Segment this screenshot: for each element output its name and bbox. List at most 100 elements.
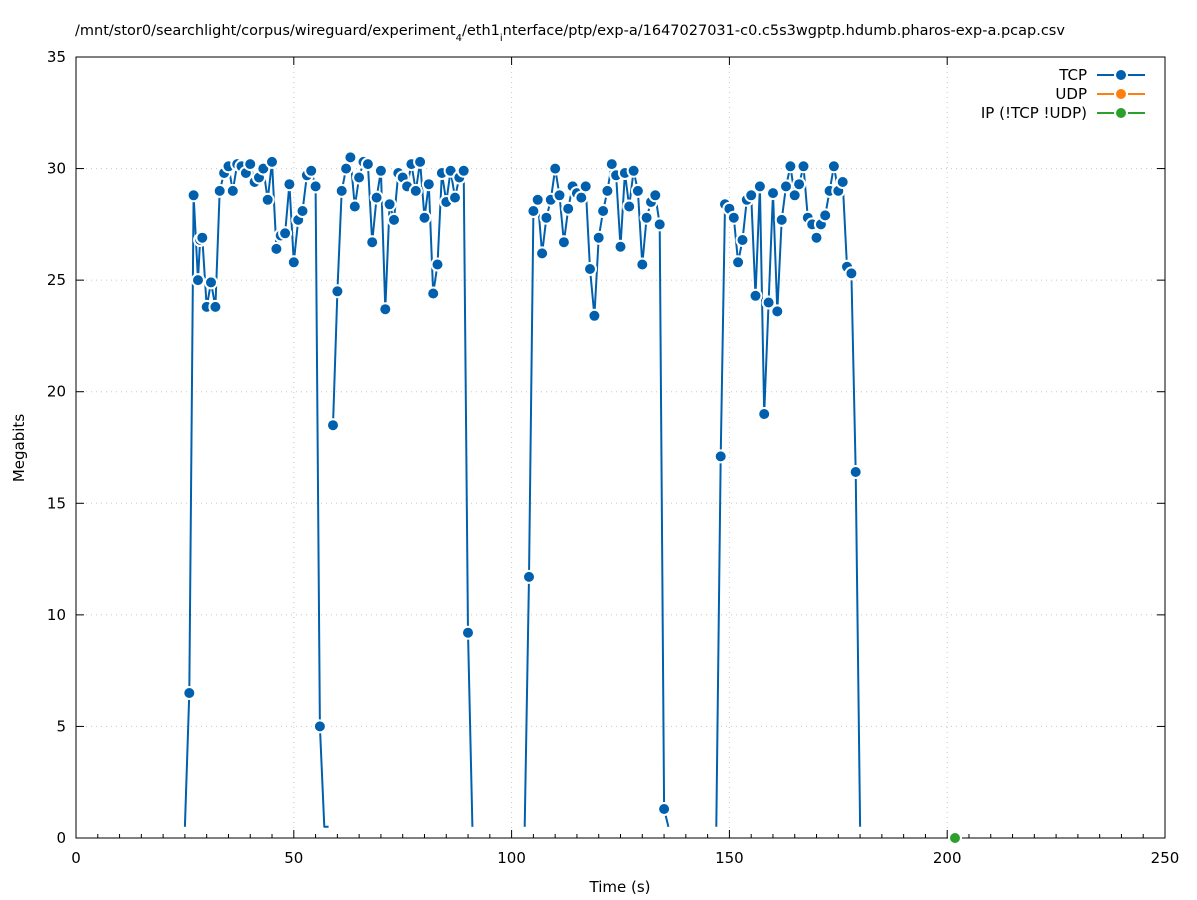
data-point: [212, 183, 227, 198]
legend-label: TCP: [1058, 66, 1087, 84]
y-tick-label: 15: [47, 494, 66, 512]
y-tick-label: 25: [47, 271, 66, 289]
data-point: [604, 157, 619, 172]
legend-marker: [1114, 87, 1128, 101]
data-point: [352, 170, 367, 185]
data-point: [204, 275, 218, 290]
data-point: [596, 204, 611, 218]
data-point: [326, 418, 340, 433]
data-point: [408, 183, 423, 198]
data-point: [774, 212, 789, 227]
data-point: [286, 255, 301, 270]
data-point: [522, 569, 536, 584]
data-point: [308, 179, 323, 194]
data-point: [818, 208, 833, 223]
data-point: [526, 204, 541, 218]
data-point: [626, 163, 641, 178]
x-tick-label: 250: [1151, 849, 1180, 867]
data-point: [535, 246, 550, 261]
data-point: [243, 157, 258, 172]
data-point: [844, 266, 859, 281]
y-axis-label: Megabits: [10, 414, 28, 482]
data-point: [182, 686, 197, 700]
data-point: [426, 286, 441, 301]
data-point: [278, 226, 293, 241]
data-point: [713, 449, 728, 464]
x-tick-label: 150: [715, 849, 744, 867]
x-tick-label: 200: [933, 849, 962, 867]
chart-title: /mnt/stor0/searchlight/corpus/wireguard/…: [75, 23, 1065, 44]
data-point: [456, 163, 471, 178]
data-point: [421, 177, 436, 192]
data-point: [652, 217, 667, 232]
data-point: [225, 183, 240, 198]
data-point: [461, 625, 475, 640]
data-point: [648, 188, 663, 203]
data-point: [796, 159, 811, 174]
data-point: [731, 255, 746, 270]
y-tick-label: 20: [47, 383, 66, 401]
data-point: [448, 190, 462, 205]
data-point: [195, 230, 210, 245]
legend-label: IP (!TCP !UDP): [981, 104, 1087, 122]
y-tick-label: 30: [47, 160, 66, 178]
x-tick-label: 100: [497, 849, 526, 867]
data-point: [539, 210, 554, 225]
data-point: [295, 204, 310, 218]
data-point: [330, 284, 345, 299]
series-line: [183, 160, 329, 828]
data-point: [373, 163, 388, 178]
data-point: [635, 257, 650, 272]
data-point: [630, 183, 645, 198]
data-point: [583, 262, 597, 276]
data-point: [548, 161, 563, 176]
y-tick-label: 0: [56, 829, 66, 847]
data-point: [752, 179, 767, 194]
data-point: [369, 190, 384, 205]
data-point: [770, 304, 785, 319]
x-tick-label: 50: [284, 849, 303, 867]
data-point: [347, 199, 362, 214]
data-point: [365, 235, 380, 250]
data-point: [312, 719, 327, 734]
data-point: [726, 210, 741, 225]
data-point: [382, 197, 397, 212]
data-point: [265, 154, 279, 169]
data-point: [748, 288, 763, 303]
grid: [76, 57, 1165, 838]
y-tick-label: 35: [47, 48, 66, 66]
data-point: [552, 188, 567, 203]
data-point: [574, 190, 589, 205]
data-point: [848, 465, 863, 479]
legend-marker: [1114, 68, 1128, 82]
data-point: [430, 257, 445, 272]
data-point: [269, 241, 284, 256]
data-point: [556, 235, 571, 250]
y-tick-label: 10: [47, 606, 66, 624]
data-point: [757, 407, 772, 421]
data-point: [304, 163, 319, 178]
data-point: [735, 233, 750, 247]
data-point: [744, 188, 759, 203]
data-point: [561, 201, 576, 216]
series-line: [715, 165, 862, 827]
data-point: [339, 161, 354, 176]
data-point: [792, 177, 807, 192]
data-point: [783, 159, 798, 174]
data-point: [761, 295, 776, 310]
data-point: [948, 831, 962, 845]
series-line: [523, 163, 670, 828]
data-point: [360, 157, 375, 172]
data-point: [779, 179, 793, 194]
data-point: [334, 183, 349, 198]
legend-label: UDP: [1055, 85, 1087, 103]
x-tick-label: 0: [71, 849, 81, 867]
data-point: [413, 154, 428, 169]
data-point: [600, 183, 615, 198]
data-point: [530, 192, 545, 207]
data-point: [613, 239, 628, 254]
data-point: [826, 159, 841, 174]
data-point: [343, 150, 358, 165]
